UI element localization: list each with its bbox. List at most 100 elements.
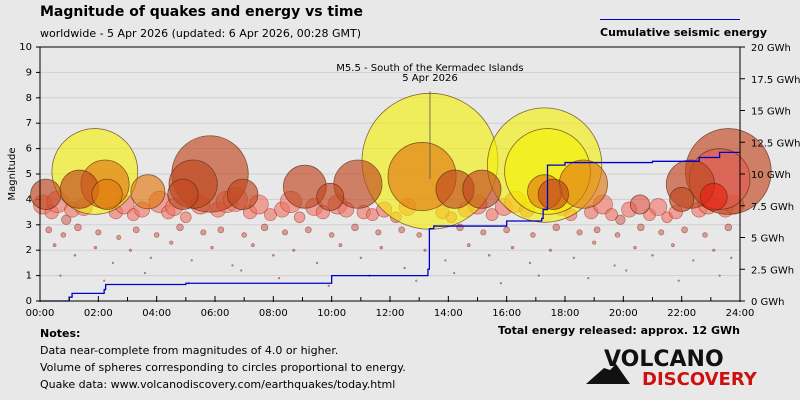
quake-circle bbox=[379, 246, 383, 250]
note-line: Volume of spheres corresponding to circl… bbox=[40, 361, 406, 374]
quake-circle bbox=[128, 248, 132, 252]
quake-circle bbox=[149, 256, 152, 259]
notes-heading: Notes: bbox=[40, 327, 81, 340]
quake-circle bbox=[73, 254, 77, 257]
quake-circle bbox=[45, 226, 53, 234]
quake-circle bbox=[260, 223, 269, 232]
quake-circle bbox=[572, 256, 575, 259]
quake-circle bbox=[338, 243, 343, 247]
quake-circle bbox=[30, 178, 62, 210]
quake-circle bbox=[503, 226, 511, 234]
y-tick-label: 10 bbox=[19, 42, 32, 53]
chart-title: Magnitude of quakes and energy vs time bbox=[40, 4, 363, 20]
quake-circle bbox=[231, 264, 234, 267]
quake-circle bbox=[351, 223, 359, 232]
y-tick-label: 0 bbox=[26, 296, 32, 307]
quake-circle bbox=[169, 240, 174, 245]
y2-tick-label: 0 GWh bbox=[751, 297, 785, 308]
y-tick-label: 4 bbox=[26, 194, 32, 205]
quake-circle bbox=[403, 266, 406, 270]
quake-circle bbox=[625, 269, 628, 272]
y-tick-label: 6 bbox=[26, 144, 32, 155]
y-tick-label: 7 bbox=[26, 118, 32, 129]
quake-circle bbox=[227, 178, 259, 210]
notes: Notes: Data near-complete from magnitude… bbox=[40, 325, 406, 393]
quake-circle bbox=[278, 277, 281, 280]
logo-line2: DISCOVERY bbox=[642, 369, 758, 390]
quake-circle bbox=[702, 232, 708, 238]
quake-circle bbox=[462, 169, 502, 209]
annotation-date: 5 Apr 2026 bbox=[402, 73, 457, 84]
y-tick-label: 5 bbox=[26, 169, 32, 180]
quake-circle bbox=[614, 232, 621, 238]
quake-circle bbox=[615, 214, 626, 225]
quake-circle bbox=[480, 229, 487, 236]
quake-circle bbox=[528, 261, 532, 265]
quake-circle bbox=[375, 229, 382, 236]
x-tick-label: 02:00 bbox=[84, 308, 113, 319]
y2-tick-label: 12.5 GWh bbox=[751, 138, 800, 149]
y2-tick-label: 15 GWh bbox=[751, 107, 791, 118]
quake-circle bbox=[456, 223, 464, 232]
quake-circle bbox=[537, 274, 540, 277]
y-axis-label: Magnitude bbox=[7, 148, 18, 201]
quake-circle bbox=[316, 182, 345, 211]
x-tick-label: 24:00 bbox=[726, 308, 755, 319]
quake-circle bbox=[59, 274, 62, 277]
quake-circle bbox=[93, 246, 98, 250]
quake-circle bbox=[485, 208, 499, 222]
quake-circle bbox=[130, 174, 166, 210]
note-line: Data near-complete from magnitudes of 4.… bbox=[40, 344, 339, 357]
quake-circle bbox=[327, 284, 330, 287]
quake-circle bbox=[272, 254, 275, 257]
quake-circle bbox=[103, 279, 106, 282]
quake-circle bbox=[416, 232, 422, 238]
y-tick-label: 1 bbox=[26, 271, 32, 282]
quake-circle bbox=[718, 274, 721, 277]
quake-circle bbox=[217, 226, 225, 234]
quake-circle bbox=[444, 259, 447, 262]
y-tick-label: 9 bbox=[26, 67, 32, 78]
quake-circle bbox=[190, 259, 193, 262]
y-tick-label: 2 bbox=[26, 245, 32, 256]
quake-circle bbox=[200, 229, 207, 236]
x-tick-label: 08:00 bbox=[259, 308, 288, 319]
volcanodiscovery-logo: VOLCANO DISCOVERY bbox=[586, 347, 766, 393]
x-tick-label: 06:00 bbox=[201, 308, 230, 319]
quake-circle bbox=[241, 232, 247, 238]
y2-tick-label: 20 GWh bbox=[751, 43, 791, 54]
quake-circle bbox=[466, 243, 471, 247]
quake-circle bbox=[293, 211, 306, 223]
quake-circle bbox=[304, 226, 312, 234]
x-tick-label: 20:00 bbox=[609, 308, 638, 319]
quake-circle bbox=[692, 259, 695, 262]
quake-circle bbox=[210, 246, 214, 250]
quake-circle bbox=[530, 232, 536, 238]
x-tick-label: 10:00 bbox=[317, 308, 346, 319]
cumulative-energy-line bbox=[40, 151, 740, 302]
quake-circle bbox=[487, 254, 491, 257]
quake-circle bbox=[398, 226, 406, 234]
quake-circle bbox=[681, 226, 688, 234]
quake-circle bbox=[699, 182, 728, 211]
x-tick-label: 14:00 bbox=[434, 308, 463, 319]
quake-circle bbox=[328, 232, 335, 238]
volcano-icon bbox=[586, 364, 630, 384]
quake-circle bbox=[52, 243, 57, 247]
x-tick-label: 12:00 bbox=[376, 308, 405, 319]
y2-tick-label: 17.5 GWh bbox=[751, 75, 800, 86]
quake-circle bbox=[91, 178, 123, 210]
quake-circle bbox=[548, 248, 552, 252]
annotation-label: M5.5 - South of the Kermadec Islands bbox=[336, 63, 523, 74]
quake-circle bbox=[537, 178, 569, 210]
quake-circle bbox=[240, 269, 243, 272]
quake-circle bbox=[576, 229, 583, 236]
quake-circle bbox=[637, 223, 645, 232]
quake-circle bbox=[712, 248, 716, 252]
quake-circle bbox=[552, 223, 560, 232]
note-line: Quake data: www.volcanodiscovery.com/ear… bbox=[40, 378, 396, 391]
quake-circle bbox=[605, 208, 619, 222]
quake-circle bbox=[180, 211, 192, 223]
quake-circle bbox=[251, 243, 255, 247]
